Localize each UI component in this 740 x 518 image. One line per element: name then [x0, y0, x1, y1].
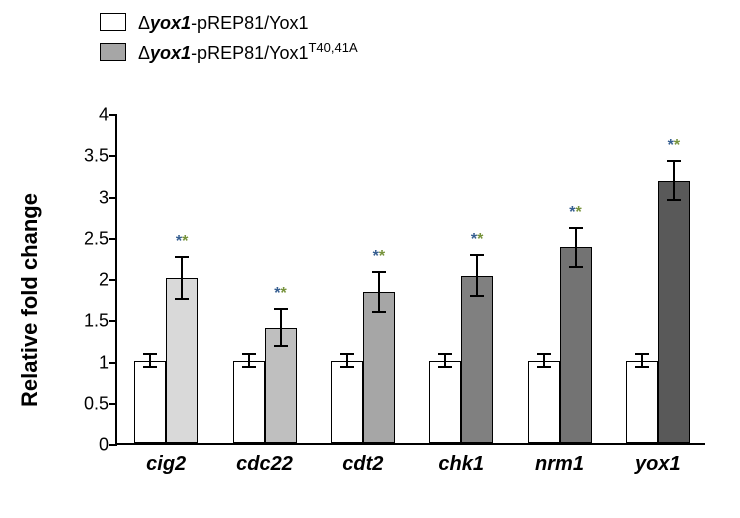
- error-bar: [476, 255, 478, 296]
- y-tick-mark: [109, 114, 117, 116]
- bar-control: [233, 361, 265, 444]
- y-tick-mark: [109, 362, 117, 364]
- error-bar: [181, 257, 183, 298]
- significance-marker: **: [668, 137, 680, 155]
- x-category-label: cdt2: [342, 453, 383, 476]
- error-cap: [537, 366, 551, 368]
- y-tick-label: 2: [67, 270, 109, 291]
- y-tick-mark: [109, 320, 117, 322]
- bar-control: [134, 361, 166, 444]
- legend-swatch-mutant: [100, 43, 126, 61]
- error-cap: [274, 308, 288, 310]
- legend-item: Δyox1-pREP81/Yox1T40,41A: [100, 40, 358, 64]
- error-bar: [280, 309, 282, 347]
- error-cap: [143, 353, 157, 355]
- y-tick-mark: [109, 238, 117, 240]
- error-cap: [175, 298, 189, 300]
- legend-swatch-control: [100, 13, 126, 31]
- y-axis-label: Relative fold change: [17, 193, 43, 407]
- bar-control: [626, 361, 658, 444]
- x-category-label: yox1: [635, 453, 681, 476]
- error-cap: [242, 366, 256, 368]
- error-cap: [340, 366, 354, 368]
- error-cap: [438, 366, 452, 368]
- y-tick-mark: [109, 155, 117, 157]
- error-cap: [242, 353, 256, 355]
- error-bar: [575, 228, 577, 268]
- bar-control: [528, 361, 560, 444]
- significance-marker: **: [569, 204, 581, 222]
- error-cap: [569, 227, 583, 229]
- y-tick-mark: [109, 403, 117, 405]
- x-category-label: cdc22: [236, 453, 293, 476]
- chart: Relative fold change 00.511.522.533.54**…: [40, 115, 720, 485]
- y-tick-label: 1.5: [67, 311, 109, 332]
- significance-marker: **: [471, 231, 483, 249]
- y-tick-label: 2.5: [67, 228, 109, 249]
- bar-mutant: [658, 181, 690, 443]
- y-tick-mark: [109, 279, 117, 281]
- bar-mutant: [166, 278, 198, 443]
- y-tick-label: 3.5: [67, 146, 109, 167]
- legend-label-control: Δyox1-pREP81/Yox1: [138, 10, 308, 34]
- y-tick-label: 3: [67, 187, 109, 208]
- error-cap: [537, 353, 551, 355]
- y-tick-label: 4: [67, 105, 109, 126]
- bar-mutant: [560, 247, 592, 443]
- error-cap: [372, 271, 386, 273]
- y-tick-label: 1: [67, 352, 109, 373]
- bar-control: [429, 361, 461, 444]
- y-tick-mark: [109, 444, 117, 446]
- error-cap: [372, 311, 386, 313]
- error-cap: [667, 160, 681, 162]
- bar-control: [331, 361, 363, 444]
- legend: Δyox1-pREP81/Yox1 Δyox1-pREP81/Yox1T40,4…: [100, 10, 358, 70]
- significance-marker: **: [373, 248, 385, 266]
- bar-mutant: [461, 276, 493, 443]
- legend-item: Δyox1-pREP81/Yox1: [100, 10, 358, 34]
- error-cap: [635, 366, 649, 368]
- error-cap: [470, 254, 484, 256]
- error-cap: [143, 366, 157, 368]
- bar-mutant: [363, 292, 395, 443]
- error-cap: [340, 353, 354, 355]
- y-tick-label: 0: [67, 435, 109, 456]
- error-cap: [274, 345, 288, 347]
- y-tick-mark: [109, 197, 117, 199]
- legend-label-mutant: Δyox1-pREP81/Yox1T40,41A: [138, 40, 358, 64]
- significance-marker: **: [176, 233, 188, 251]
- y-tick-label: 0.5: [67, 393, 109, 414]
- error-bar: [673, 161, 675, 201]
- error-cap: [635, 353, 649, 355]
- x-category-label: cig2: [146, 453, 186, 476]
- significance-marker: **: [274, 285, 286, 303]
- error-cap: [175, 256, 189, 258]
- x-category-label: nrm1: [535, 453, 584, 476]
- error-cap: [470, 295, 484, 297]
- plot-area: 00.511.522.533.54**cig2**cdc22**cdt2**ch…: [115, 115, 705, 445]
- error-cap: [569, 266, 583, 268]
- x-category-label: chk1: [438, 453, 484, 476]
- error-cap: [667, 199, 681, 201]
- error-cap: [438, 353, 452, 355]
- error-bar: [378, 272, 380, 312]
